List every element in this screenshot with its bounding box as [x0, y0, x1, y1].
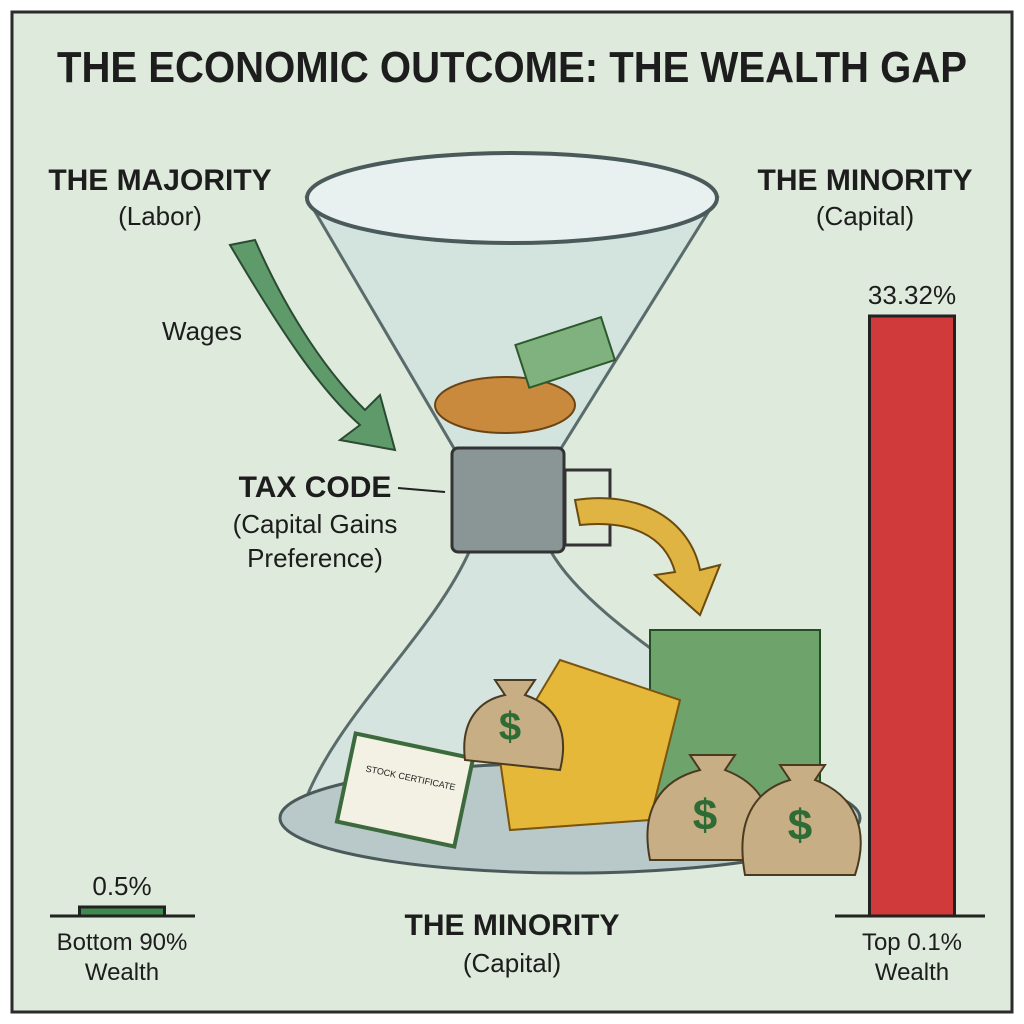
majority-sub: (Labor): [118, 201, 202, 231]
gold-arrow: [573, 497, 722, 617]
tax-heading: TAX CODE: [239, 471, 392, 504]
bar-value-label: 0.5%: [92, 871, 151, 901]
bar-label: Wealth: [875, 959, 949, 986]
minority-heading: THE MINORITY: [758, 164, 973, 197]
title: THE ECONOMIC OUTCOME: THE WEALTH GAP: [57, 43, 967, 92]
wages-label: Wages: [162, 316, 242, 346]
bag: [463, 679, 565, 772]
bar-label: Top 0.1%: [862, 929, 962, 956]
minority-bottom-sub: (Capital): [463, 948, 561, 978]
bar: [868, 314, 956, 918]
majority-heading: THE MAJORITY: [48, 164, 271, 197]
minority-sub: (Capital): [816, 201, 914, 231]
bars: 0.5% Bottom 90% Wealth 33.32% Top 0.1% Wealth: [57, 280, 962, 986]
bag: [741, 764, 862, 876]
gold-bars: [498, 658, 682, 832]
bar-label: Wealth: [85, 959, 159, 986]
bag-symbol: $: [499, 705, 521, 749]
bar-value-label: 33.32%: [868, 280, 956, 310]
bag-symbol: $: [788, 801, 812, 850]
funnel-rim: [305, 151, 719, 245]
certificate: [334, 731, 476, 849]
bill: [514, 315, 617, 390]
tax-mesh: [450, 446, 566, 554]
minority-bottom-heading: THE MINORITY: [405, 909, 620, 942]
bar-label: Bottom 90%: [57, 929, 188, 956]
bar: [78, 905, 166, 918]
bag-symbol: $: [693, 791, 717, 840]
tax-line: (Capital Gains: [233, 509, 398, 539]
coins-top: [434, 376, 576, 434]
wage-arrow: [228, 238, 397, 452]
bags: $ $ $: [463, 679, 862, 876]
tax-line: Preference): [247, 543, 383, 573]
pointer: [397, 487, 446, 493]
